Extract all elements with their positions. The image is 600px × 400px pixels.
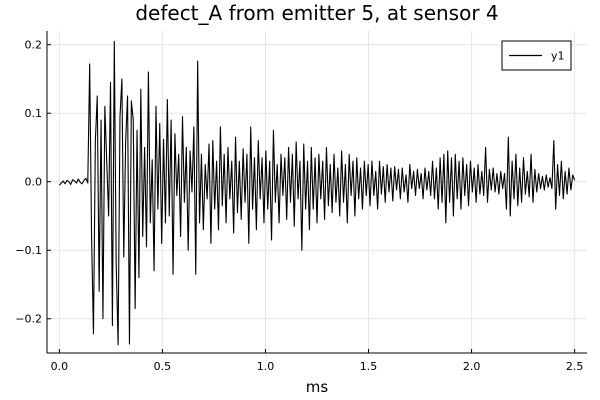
- x-tick-label: 2.5: [566, 360, 584, 373]
- y-tick-label: −0.2: [15, 313, 42, 326]
- y-tick-label: 0.0: [25, 176, 43, 189]
- chart-title: defect_A from emitter 5, at sensor 4: [135, 1, 498, 25]
- x-tick-label: 0.5: [154, 360, 172, 373]
- y-tick-label: 0.1: [25, 107, 43, 120]
- x-tick-label: 1.5: [360, 360, 378, 373]
- series-layer: [58, 40, 576, 346]
- x-tick-label: 1.0: [257, 360, 275, 373]
- legend[interactable]: y1: [501, 40, 572, 71]
- x-tick-label: 0.0: [51, 360, 69, 373]
- series-line-y1: [58, 40, 576, 346]
- legend-entry-y1: y1: [551, 50, 565, 63]
- y-tick-label: −0.1: [15, 244, 42, 257]
- ticks: 0.0 0.5 1.0 1.5 2.0 2.5 −0.2 −0.1 0.0 0.1 0.2: [15, 39, 583, 373]
- x-tick-label: 2.0: [463, 360, 481, 373]
- axes: [46, 31, 587, 354]
- y-tick-label: 0.2: [25, 39, 43, 52]
- x-axis-label: ms: [306, 378, 329, 396]
